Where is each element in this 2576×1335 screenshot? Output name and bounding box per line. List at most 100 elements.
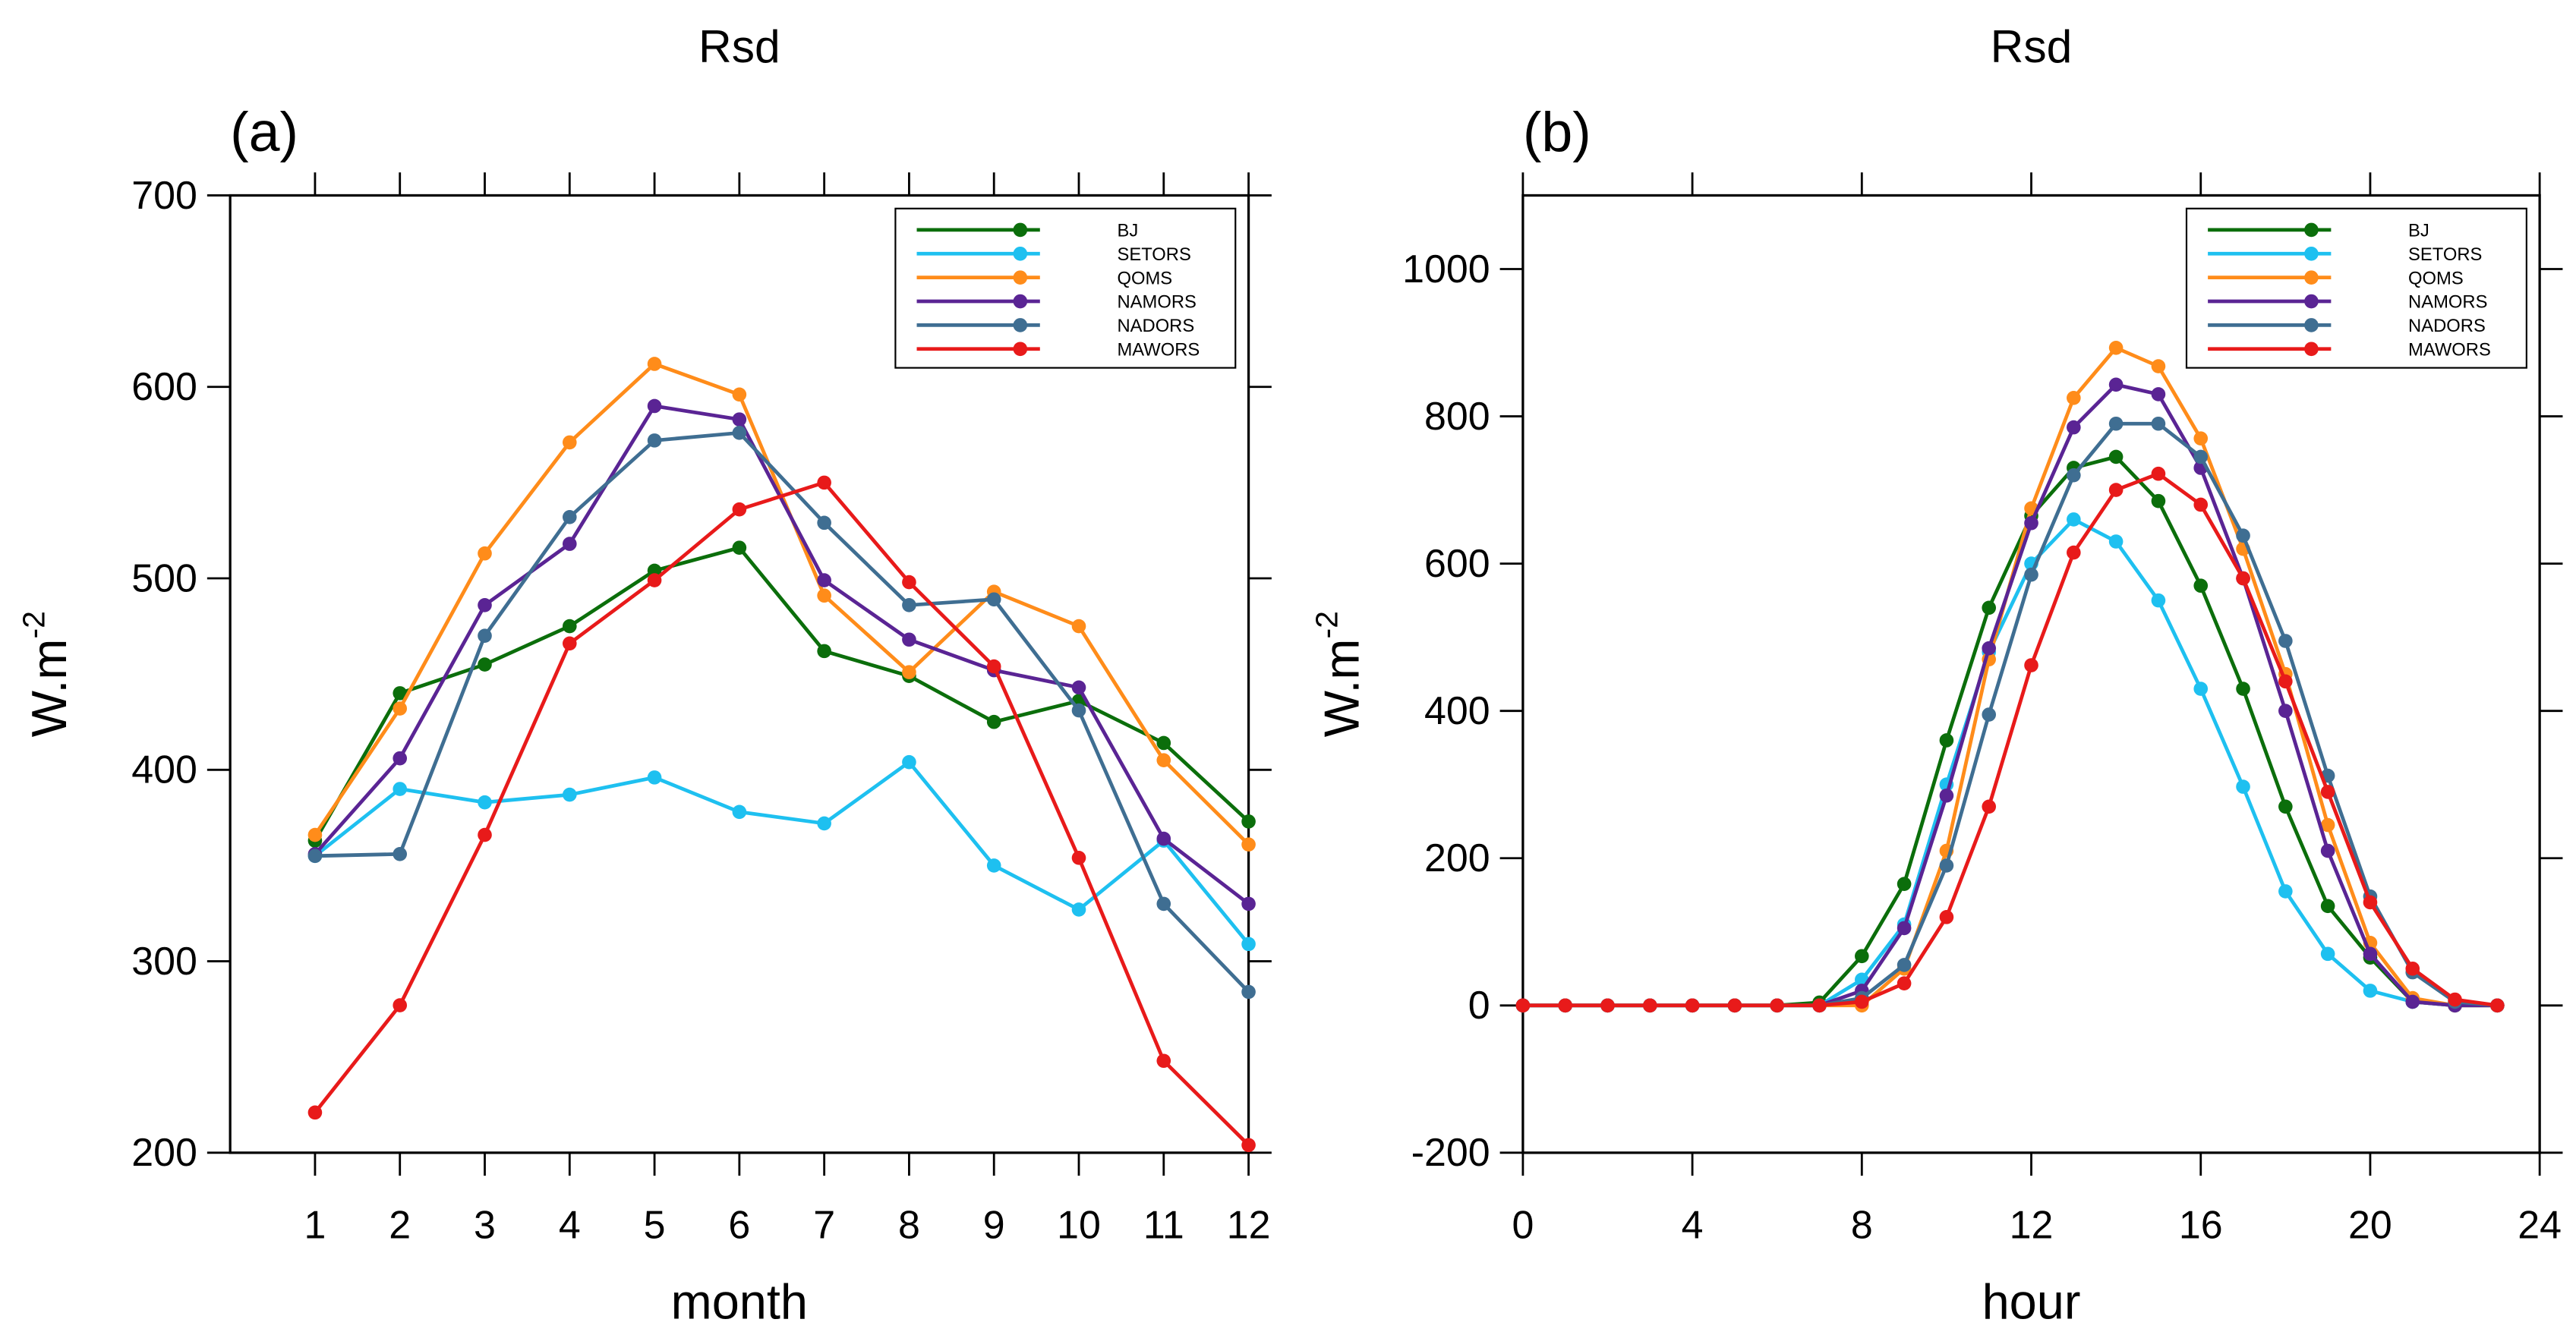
data-point [2108,341,2124,355]
data-point [2278,634,2293,648]
y-tick-label: 0 [1468,984,1490,1028]
x-tick-label: 12 [2010,1203,2054,1247]
data-point [393,782,408,796]
data-point [1156,896,1171,912]
data-point [1770,998,1785,1013]
panel-label: (a) [230,100,298,163]
data-point [478,795,492,810]
y-tick-label: 400 [131,748,197,792]
data-point [1897,976,1912,990]
y-tick-label: 600 [131,365,197,409]
data-point [2320,817,2335,833]
x-tick-label: 24 [2518,1203,2562,1247]
data-point [2363,946,2378,962]
data-point [1982,641,1997,656]
series-line [314,430,1250,993]
data-point [2067,390,2081,405]
data-point [902,575,916,590]
data-point [2320,899,2335,914]
x-tick-label: 2 [389,1203,411,1247]
legend-label: NADORS [1117,316,1194,336]
legend-label: QOMS [1117,268,1172,288]
legend-marker [2304,270,2319,285]
x-tick-label: 0 [1512,1203,1534,1247]
data-point [1939,733,1954,748]
data-point [1855,994,1869,1009]
data-point [732,540,747,555]
data-point [478,628,492,644]
y-tick-label: 500 [131,556,197,600]
x-tick-label: 12 [1227,1203,1271,1247]
data-point [478,827,492,842]
data-point [902,632,916,647]
data-point [1241,937,1256,952]
legend-box [894,207,1237,369]
legend-marker [2304,342,2319,357]
data-point [2320,843,2335,858]
data-point [2320,946,2335,962]
data-point [2108,449,2124,464]
chart-title: Rsd [1991,20,2073,72]
x-tick-label: 8 [1851,1203,1873,1247]
y-tick-label: 200 [1424,836,1490,880]
data-point [1642,998,1657,1013]
data-point [1727,998,1742,1013]
legend-box [2185,207,2527,369]
legend-marker [2304,318,2319,332]
y-tick-label: 300 [131,940,197,984]
data-point [2108,483,2124,497]
legend-marker [2304,222,2319,238]
data-point [732,804,747,820]
data-point [1558,998,1572,1013]
data-point [1855,949,1869,964]
data-point [2236,779,2250,794]
data-point [647,770,662,785]
data-point [1071,619,1086,634]
x-axis-label: hour [1982,1274,2081,1329]
legend-marker [1013,318,1028,332]
y-tick-label: 200 [131,1131,197,1175]
data-point [1156,831,1171,846]
data-point [2278,674,2293,689]
data-point [2405,961,2420,976]
data-point [1071,680,1086,695]
legend-marker [1013,342,1028,357]
legend-label: SETORS [2408,244,2482,265]
x-tick-label: 3 [474,1203,496,1247]
data-point [647,433,662,448]
data-point [2320,785,2335,799]
data-point [2151,359,2166,373]
data-point [1156,735,1171,751]
legend-label: NAMORS [1117,292,1196,313]
legend-label: SETORS [1117,244,1190,265]
data-point [732,425,747,440]
series-line [314,404,1250,905]
data-point [2193,578,2209,594]
series-line [1522,471,2498,1008]
data-point [562,435,577,450]
data-point [1982,600,1997,616]
data-point [2024,567,2038,582]
data-point [562,537,577,551]
x-tick-label: 20 [2348,1203,2392,1247]
data-point [2236,528,2250,543]
series-line [1522,383,2498,1008]
data-point [478,546,492,561]
data-point [2405,994,2420,1009]
data-point [562,619,577,634]
data-point [562,636,577,651]
series-line [314,480,1250,1147]
data-point [2067,545,2081,560]
data-point [393,751,408,766]
legend-label: NADORS [2408,316,2486,336]
x-tick-label: 9 [983,1203,1005,1247]
data-point [2193,431,2209,446]
x-tick-label: 4 [1682,1203,1704,1247]
data-point [2151,493,2166,508]
data-point [902,665,916,679]
data-point [817,644,831,659]
x-tick-label: 11 [1143,1203,1184,1247]
data-point [647,398,662,414]
data-point [2278,704,2293,718]
